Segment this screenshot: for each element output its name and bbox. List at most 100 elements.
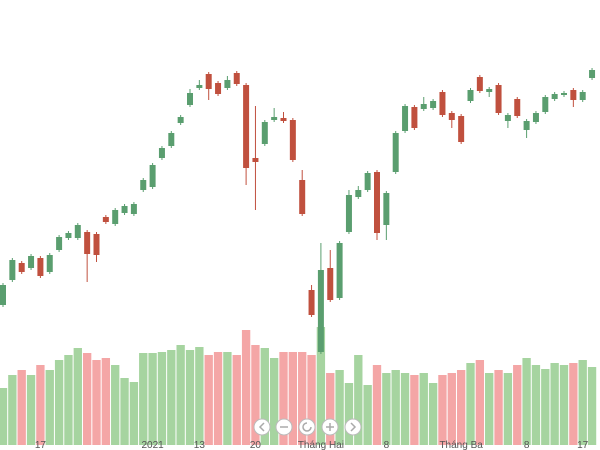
volume-bar (335, 370, 344, 445)
candle-body (383, 193, 390, 225)
volume-bar (279, 352, 288, 445)
volume-bar (513, 365, 522, 445)
volume-bar (92, 360, 101, 445)
volume-bar (129, 382, 139, 445)
candle-body (476, 77, 483, 91)
volume-bar (0, 388, 8, 445)
volume-bar (223, 352, 232, 445)
volume-bar (559, 365, 569, 445)
volume-bar (185, 350, 195, 445)
volume-bar (36, 365, 45, 445)
volume-bar (326, 373, 335, 445)
candle-body (448, 113, 455, 120)
volume-bar (120, 378, 129, 445)
candle-body (327, 268, 334, 300)
zoom-in-button[interactable] (321, 418, 339, 436)
candle-body (523, 121, 530, 130)
volume-bar (251, 345, 260, 445)
volume-bar (428, 383, 438, 445)
candle-body (579, 92, 586, 100)
candle-body (56, 237, 63, 250)
candle-body (130, 204, 137, 214)
candle-body (233, 73, 240, 84)
candle-body (402, 106, 409, 131)
price-pane (0, 68, 596, 354)
volume-bar (241, 330, 251, 445)
candle-body (364, 173, 371, 190)
volume-bar (269, 358, 279, 445)
candle-body (177, 117, 184, 123)
volume-bar (569, 363, 578, 445)
candle-body (551, 94, 558, 99)
volume-bar (157, 352, 167, 445)
volume-bar (260, 348, 269, 445)
candle-body (74, 225, 81, 238)
volume-bar (8, 375, 17, 445)
x-tick-label: 13 (194, 440, 206, 450)
candle-body (18, 263, 25, 272)
candle-body (149, 165, 156, 187)
volume-bar (354, 355, 363, 445)
time-axis: 17 2021 13 20 Tháng Hai 8 Tháng Ba 8 17 (35, 440, 589, 450)
volume-bar (550, 363, 559, 445)
volume-bar (522, 358, 531, 445)
volume-bar (503, 373, 513, 445)
candle-body (168, 133, 175, 146)
volume-bar (578, 360, 587, 445)
candle-body (514, 99, 521, 116)
volume-bar (111, 365, 120, 445)
reset-button[interactable] (298, 418, 316, 436)
candle-body (140, 180, 147, 190)
candle-body (112, 210, 119, 224)
candle-body (271, 117, 278, 120)
candle-body (121, 206, 128, 213)
candle-body (93, 234, 100, 255)
volume-bar (344, 383, 354, 445)
volume-bar (363, 385, 372, 445)
volume-bar (587, 367, 597, 445)
volume-bar (400, 373, 410, 445)
x-tick-label: 17 (577, 440, 589, 450)
candle-body (280, 118, 287, 121)
scroll-left-button[interactable] (253, 418, 271, 436)
volume-bar (307, 355, 316, 445)
x-tick-label: 2021 (141, 440, 164, 450)
candle-body (187, 93, 193, 105)
volume-bar (288, 352, 298, 445)
candle-body (561, 93, 567, 95)
candle-body (411, 107, 418, 128)
candle-body (308, 290, 315, 315)
candle-body (84, 232, 91, 254)
candle-body (486, 89, 493, 92)
candle-body (542, 97, 549, 112)
zoom-out-button[interactable] (275, 418, 293, 436)
candle-body (196, 85, 203, 88)
volume-bar (213, 352, 223, 445)
volume-bar (372, 365, 382, 445)
volume-bar (45, 370, 54, 445)
volume-bar (475, 360, 485, 445)
volume-bar (391, 370, 400, 445)
candle-body (243, 85, 250, 168)
volume-bar (466, 363, 475, 445)
candle-body (336, 243, 343, 298)
volume-bar (419, 373, 428, 445)
candle-body (37, 258, 44, 276)
volume-bar (494, 370, 503, 445)
candle-body (392, 133, 399, 172)
candle-body (158, 148, 165, 158)
candle-body (102, 217, 109, 222)
volume-bar (232, 355, 241, 445)
volume-bar (531, 365, 541, 445)
volume-bar (204, 355, 213, 445)
candle-body (299, 180, 306, 214)
volume-bar (176, 345, 185, 445)
scroll-right-button[interactable] (344, 418, 362, 436)
volume-bar (298, 352, 307, 445)
candle-body (215, 83, 222, 94)
candle-body (430, 101, 437, 108)
x-tick-label: 8 (524, 440, 530, 450)
volume-bar (54, 360, 64, 445)
